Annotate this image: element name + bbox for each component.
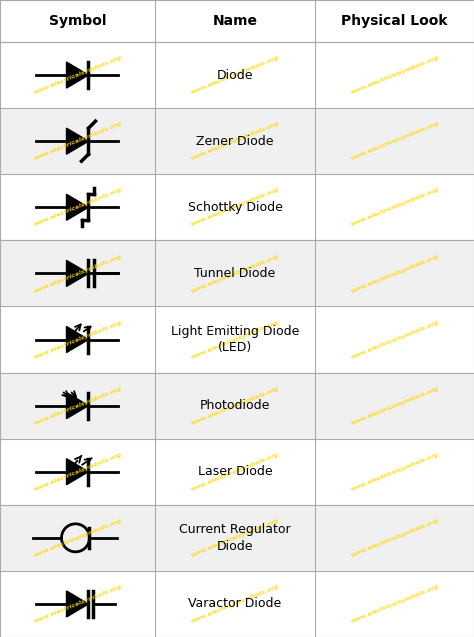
Polygon shape <box>66 194 89 220</box>
Polygon shape <box>66 62 89 88</box>
Text: www.electricalsymbols.org: www.electricalsymbols.org <box>190 121 280 161</box>
Polygon shape <box>66 128 89 154</box>
Bar <box>0 439 474 505</box>
Bar <box>0 175 474 240</box>
Text: www.electricalsymbols.org: www.electricalsymbols.org <box>32 583 123 624</box>
Text: www.electricalsymbols.org: www.electricalsymbols.org <box>32 319 123 360</box>
Bar <box>0 42 474 108</box>
Text: www.electricalsymbols.org: www.electricalsymbols.org <box>349 452 439 492</box>
Text: www.electricalsymbols.org: www.electricalsymbols.org <box>190 452 280 492</box>
Text: www.electricalsymbols.org: www.electricalsymbols.org <box>190 55 280 95</box>
Bar <box>0 306 474 373</box>
Polygon shape <box>66 327 89 352</box>
Polygon shape <box>66 459 89 485</box>
Polygon shape <box>66 392 89 419</box>
Text: www.electricalsymbols.org: www.electricalsymbols.org <box>349 121 439 161</box>
Bar <box>0 108 474 175</box>
Text: Zener Diode: Zener Diode <box>196 134 274 148</box>
Text: www.electricalsymbols.org: www.electricalsymbols.org <box>349 518 439 558</box>
Text: www.electricalsymbols.org: www.electricalsymbols.org <box>349 187 439 227</box>
Text: Light Emitting Diode
(LED): Light Emitting Diode (LED) <box>171 324 299 355</box>
Text: www.electricalsymbols.org: www.electricalsymbols.org <box>190 187 280 227</box>
Bar <box>0 505 474 571</box>
Text: Diode: Diode <box>217 69 253 82</box>
Text: www.electricalsymbols.org: www.electricalsymbols.org <box>32 187 123 227</box>
Text: www.electricalsymbols.org: www.electricalsymbols.org <box>32 55 123 95</box>
Text: www.electricalsymbols.org: www.electricalsymbols.org <box>349 254 439 294</box>
Bar <box>0 240 474 306</box>
Text: Tunnel Diode: Tunnel Diode <box>194 267 275 280</box>
Text: www.electricalsymbols.org: www.electricalsymbols.org <box>190 254 280 294</box>
Text: www.electricalsymbols.org: www.electricalsymbols.org <box>190 518 280 558</box>
Text: www.electricalsymbols.org: www.electricalsymbols.org <box>32 385 123 426</box>
Text: www.electricalsymbols.org: www.electricalsymbols.org <box>349 319 439 360</box>
Text: www.electricalsymbols.org: www.electricalsymbols.org <box>190 319 280 360</box>
Text: www.electricalsymbols.org: www.electricalsymbols.org <box>190 583 280 624</box>
Text: www.electricalsymbols.org: www.electricalsymbols.org <box>32 518 123 558</box>
Text: www.electricalsymbols.org: www.electricalsymbols.org <box>349 385 439 426</box>
Text: Current Regulator
Diode: Current Regulator Diode <box>179 523 291 553</box>
Text: www.electricalsymbols.org: www.electricalsymbols.org <box>349 583 439 624</box>
Text: Laser Diode: Laser Diode <box>198 465 272 478</box>
Text: www.electricalsymbols.org: www.electricalsymbols.org <box>32 121 123 161</box>
Text: www.electricalsymbols.org: www.electricalsymbols.org <box>349 55 439 95</box>
Text: www.electricalsymbols.org: www.electricalsymbols.org <box>190 385 280 426</box>
Text: Physical Look: Physical Look <box>341 14 448 28</box>
Polygon shape <box>66 261 89 287</box>
Text: Schottky Diode: Schottky Diode <box>188 201 283 214</box>
Text: Varactor Diode: Varactor Diode <box>188 598 282 610</box>
Text: Photodiode: Photodiode <box>200 399 270 412</box>
Text: www.electricalsymbols.org: www.electricalsymbols.org <box>32 452 123 492</box>
Bar <box>0 571 474 637</box>
Text: Name: Name <box>212 14 257 28</box>
Bar <box>0 0 474 42</box>
Text: www.electricalsymbols.org: www.electricalsymbols.org <box>32 254 123 294</box>
Bar <box>0 373 474 439</box>
Text: Symbol: Symbol <box>49 14 106 28</box>
Polygon shape <box>66 591 89 617</box>
